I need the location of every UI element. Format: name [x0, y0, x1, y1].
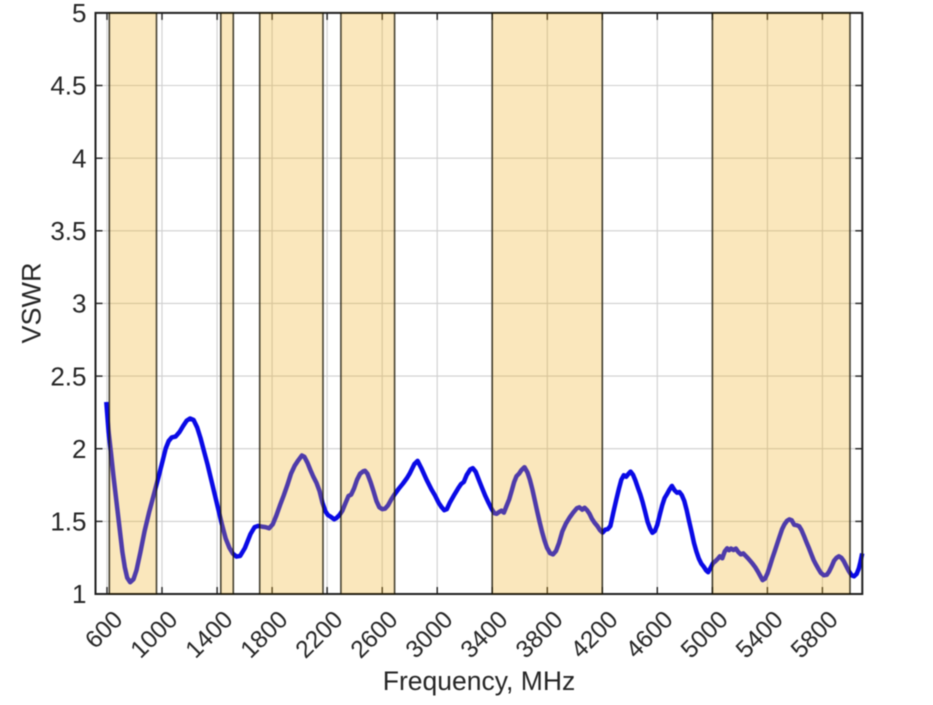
svg-text:2: 2 [72, 434, 86, 464]
svg-text:1.5: 1.5 [50, 507, 86, 537]
svg-text:4: 4 [72, 143, 86, 173]
svg-text:3.5: 3.5 [50, 216, 86, 246]
svg-text:Frequency, MHz: Frequency, MHz [383, 666, 575, 696]
svg-text:4.5: 4.5 [50, 71, 86, 101]
svg-text:VSWR: VSWR [17, 263, 47, 344]
svg-text:1: 1 [72, 579, 86, 609]
svg-text:3: 3 [72, 289, 86, 319]
svg-text:2.5: 2.5 [50, 361, 86, 391]
svg-text:5: 5 [72, 0, 86, 28]
